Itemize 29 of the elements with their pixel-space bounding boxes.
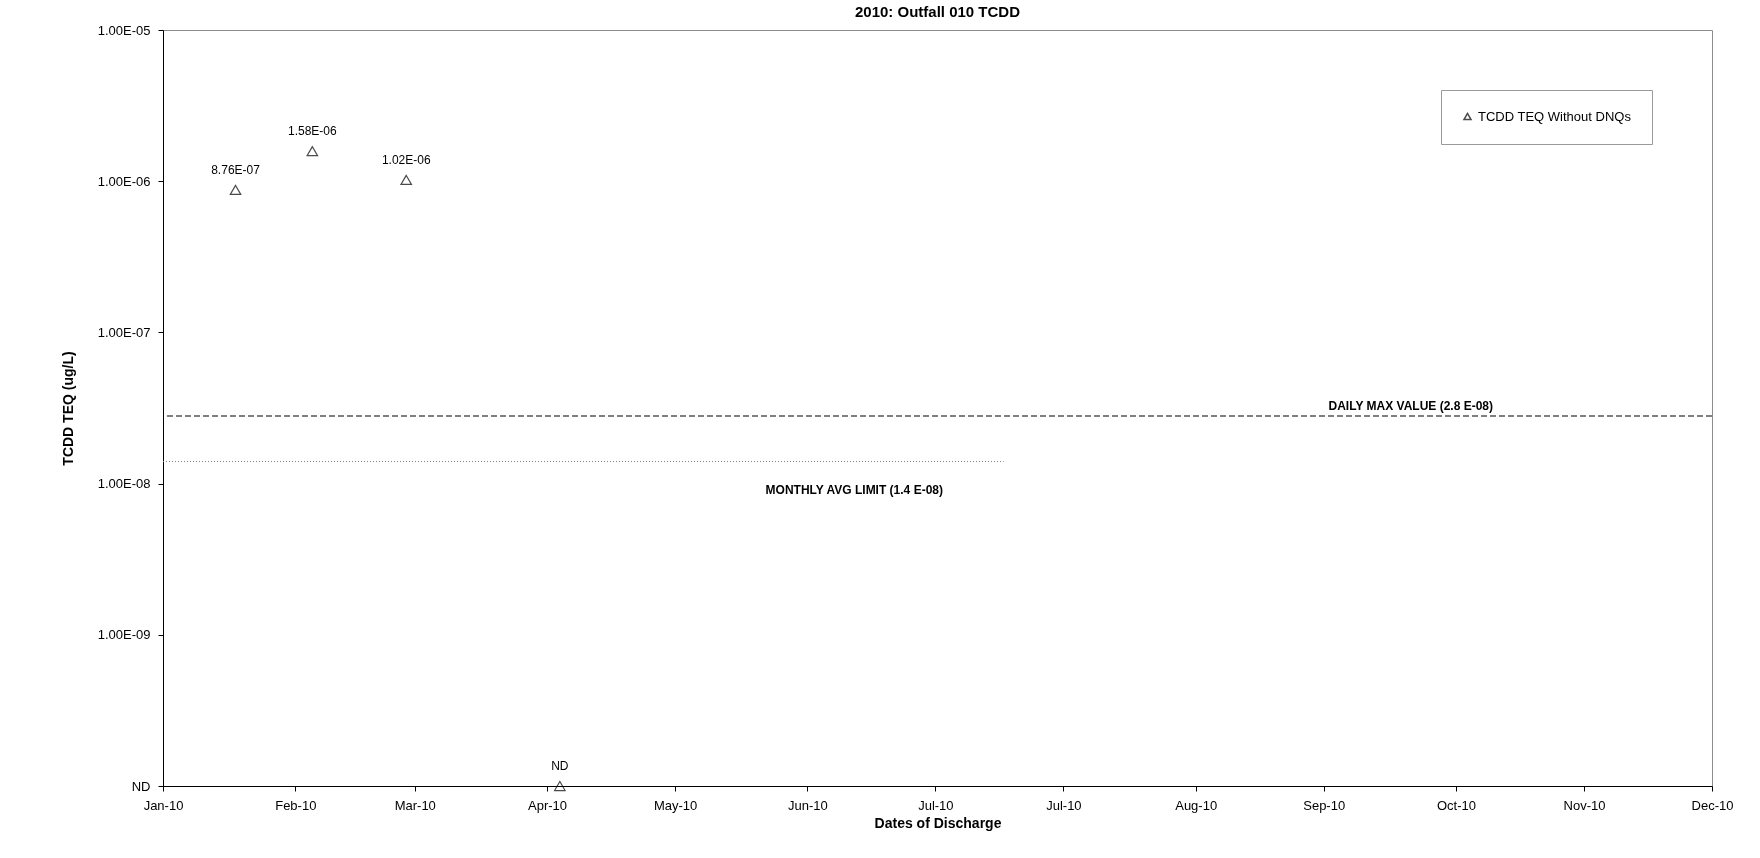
x-tick-label: Nov-10 [1563, 797, 1606, 813]
x-tick-label: Dec-10 [1691, 797, 1734, 813]
x-tick-label: May-10 [653, 797, 698, 813]
data-label: 1.58E-06 [288, 124, 338, 139]
annotation: MONTHLY AVG LIMIT (1.4 E-08) [765, 482, 943, 497]
x-tick-label: Apr-10 [528, 797, 568, 813]
ref-line-label: DAILY MAX VALUE (2.8 E-08) [1328, 398, 1493, 413]
y-axis-title: TCDD TEQ (ug/L) [59, 351, 76, 466]
y-tick-label: 1.00E-09 [97, 627, 151, 643]
y-tick-label: 1.00E-08 [97, 476, 151, 492]
x-tick-label: Jul-10 [1046, 797, 1082, 813]
x-tick-label: Oct-10 [1436, 797, 1476, 813]
y-tick-label: ND [131, 778, 151, 794]
y-tick-label: 1.00E-06 [97, 173, 151, 189]
x-tick-label: Feb-10 [275, 797, 317, 813]
y-tick-label: 1.00E-07 [97, 324, 151, 340]
legend-label: TCDD TEQ Without DNQs [1478, 108, 1632, 124]
x-tick-label: Jun-10 [787, 797, 828, 813]
x-tick-label: Mar-10 [394, 797, 436, 813]
x-tick-label: Sep-10 [1303, 797, 1346, 813]
data-label: 1.02E-06 [381, 152, 431, 167]
data-label: ND [551, 759, 569, 773]
chart-title: 2010: Outfall 010 TCDD [854, 3, 1021, 20]
x-tick-label: Jan-10 [143, 797, 184, 813]
x-tick-label: Aug-10 [1175, 797, 1218, 813]
x-tick-label: Jul-10 [918, 797, 954, 813]
x-axis-title: Dates of Discharge [874, 814, 1002, 831]
data-label: 8.76E-07 [211, 162, 261, 177]
y-tick-label: 1.00E-05 [97, 22, 151, 38]
